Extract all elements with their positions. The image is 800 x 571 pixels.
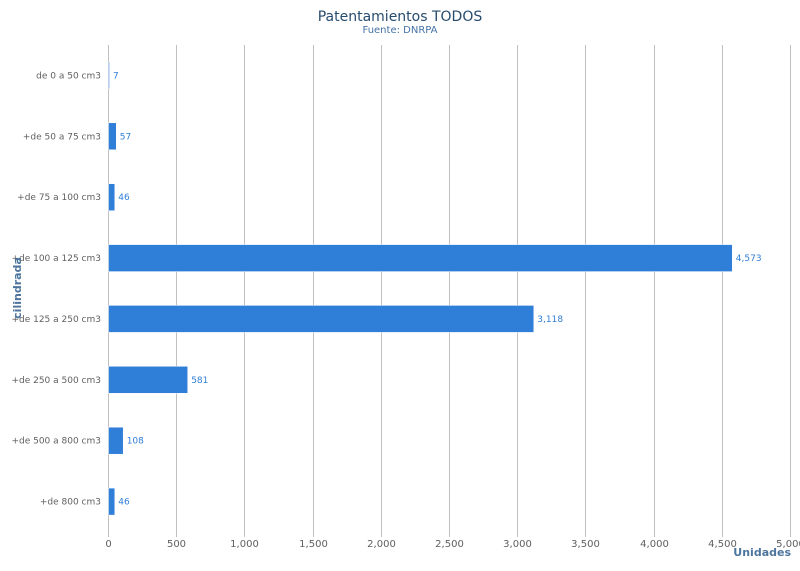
chart-title: Patentamientos TODOS <box>318 9 483 25</box>
x-tick-label: 3,500 <box>571 539 600 550</box>
bar <box>108 122 117 151</box>
bar <box>108 61 110 90</box>
bar <box>108 305 535 333</box>
bar <box>108 426 124 455</box>
x-tick-label: 2,500 <box>435 539 464 550</box>
x-tick-label: 4,500 <box>708 539 737 550</box>
chart-subtitle: Fuente: DNRPA <box>362 25 437 36</box>
category-label: de 0 a 50 cm3 <box>36 71 101 81</box>
bar <box>108 183 116 211</box>
x-tick-label: 5,000 <box>776 539 800 550</box>
x-tick-label: 500 <box>167 539 186 550</box>
x-tick-label: 0 <box>105 539 111 550</box>
data-label: 581 <box>191 376 208 386</box>
category-label: +de 125 a 250 cm3 <box>11 315 101 325</box>
bar <box>108 366 188 394</box>
data-label: 108 <box>127 437 144 447</box>
x-tick-label: 4,000 <box>640 539 669 550</box>
y-axis-title: cilindrada <box>11 257 24 319</box>
data-label: 3,118 <box>537 315 563 325</box>
data-label: 7 <box>113 71 119 81</box>
x-tick-label: 2,000 <box>367 539 396 550</box>
data-label: 46 <box>118 498 130 508</box>
data-label: 4,573 <box>736 254 762 264</box>
category-label: +de 100 a 125 cm3 <box>11 254 101 264</box>
bar <box>108 244 733 272</box>
x-tick-label: 3,000 <box>503 539 532 550</box>
category-label: +de 800 cm3 <box>40 498 101 508</box>
data-labels: 7 57 46 4,573 3,118 581 108 46 <box>113 71 762 507</box>
category-labels: de 0 a 50 cm3 +de 50 a 75 cm3 +de 75 a 100… <box>11 71 101 507</box>
tick-labels: 0 500 1,000 1,500 2,000 2,500 3,000 3,500 4,000 4… <box>105 539 800 550</box>
gridlines <box>108 45 791 537</box>
category-label: +de 250 a 500 cm3 <box>11 376 101 386</box>
bars <box>108 61 733 516</box>
data-label: 57 <box>120 132 131 142</box>
x-tick-label: 1,000 <box>230 539 259 550</box>
category-label: +de 500 a 800 cm3 <box>11 437 101 447</box>
data-label: 46 <box>118 193 130 203</box>
bar <box>108 487 116 516</box>
category-label: +de 75 a 100 cm3 <box>17 193 101 203</box>
x-axis-title: Unidades <box>733 546 791 559</box>
x-tick-label: 1,500 <box>299 539 328 550</box>
category-label: +de 50 a 75 cm3 <box>23 132 101 142</box>
